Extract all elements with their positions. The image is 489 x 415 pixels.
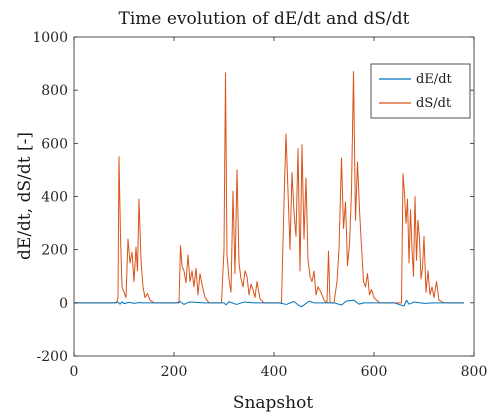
x-tick-label: 200 xyxy=(161,364,188,380)
y-tick-label: 1000 xyxy=(32,30,68,46)
x-tick-label: 800 xyxy=(461,364,488,380)
y-tick-label: 0 xyxy=(59,296,68,312)
series-line-ds-dt xyxy=(74,71,464,304)
x-tick-label: 400 xyxy=(261,364,288,380)
series-line-de-dt xyxy=(74,299,464,308)
y-tick-label: 400 xyxy=(41,190,68,206)
legend: dE/dt dS/dt xyxy=(370,63,471,119)
chart-title: Time evolution of dE/dt and dS/dt xyxy=(119,9,410,29)
legend-label-de-dt: dE/dt xyxy=(416,72,453,87)
legend-box xyxy=(370,63,471,119)
y-axis-label: dE/dt, dS/dt [-] xyxy=(15,132,35,260)
x-tick-label: 600 xyxy=(361,364,388,380)
y-tick-label: 200 xyxy=(41,243,68,259)
x-axis-label: Snapshot xyxy=(233,393,314,413)
legend-label-ds-dt: dS/dt xyxy=(416,96,452,111)
series-layer xyxy=(74,71,464,308)
y-tick-label: -200 xyxy=(37,349,68,365)
x-tick-label: 0 xyxy=(70,364,79,380)
y-tick-label: 600 xyxy=(41,136,68,152)
y-tick-label: 800 xyxy=(41,83,68,99)
